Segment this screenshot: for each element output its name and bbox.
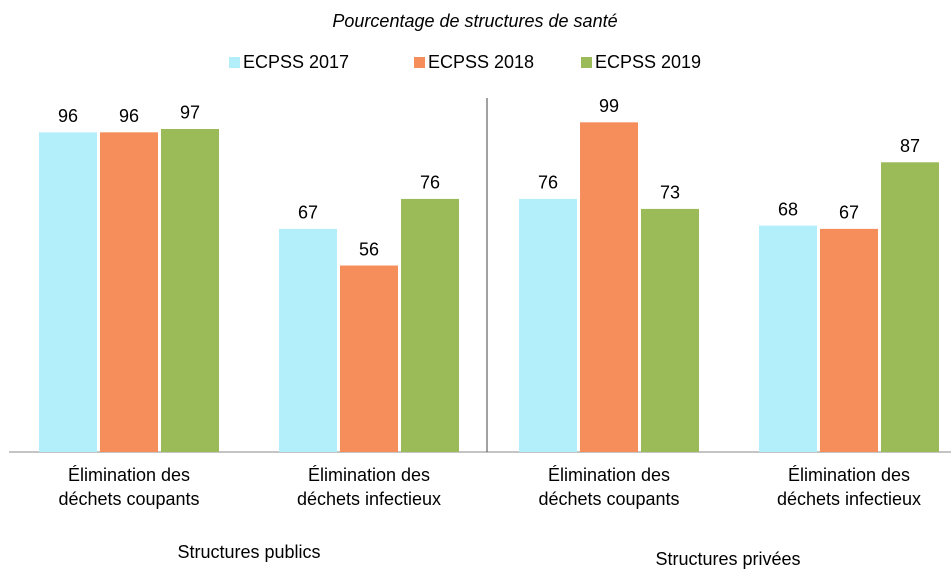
- value-label: 97: [180, 103, 200, 123]
- bar: [820, 228, 878, 452]
- bar: [881, 162, 939, 453]
- x-tick-label: Élimination des déchets infectieux: [776, 465, 922, 509]
- value-label: 68: [778, 199, 798, 219]
- bar: [279, 228, 337, 452]
- value-label: 99: [599, 96, 619, 116]
- legend-swatch: [414, 57, 425, 68]
- legend-swatch: [229, 57, 240, 68]
- value-label: 67: [839, 203, 859, 223]
- bar: [161, 128, 219, 453]
- bar: [100, 132, 158, 452]
- value-label: 73: [660, 183, 680, 203]
- x-tick-label: Élimination des déchets coupants: [538, 465, 680, 509]
- legend-label: ECPSS 2018: [428, 52, 534, 72]
- value-label: 76: [420, 173, 440, 193]
- value-label: 96: [119, 106, 139, 126]
- legend-label: ECPSS 2019: [595, 52, 701, 72]
- value-label: 56: [359, 239, 379, 259]
- group-label: Structures privées: [655, 549, 801, 569]
- value-label: 67: [298, 203, 318, 223]
- group-label: Structures publics: [177, 542, 321, 562]
- bar: [641, 208, 699, 452]
- value-label: 76: [538, 173, 558, 193]
- value-label: 87: [900, 136, 920, 156]
- bar: [340, 265, 398, 452]
- bar: [519, 198, 577, 452]
- bar: [401, 198, 459, 452]
- chart-title: Pourcentage de structures de santé: [332, 11, 617, 31]
- x-tick-label: Élimination des déchets coupants: [58, 465, 200, 509]
- x-tick-label: Élimination des déchets infectieux: [296, 465, 442, 509]
- value-label: 96: [58, 106, 78, 126]
- bar: [759, 225, 817, 452]
- bar: [580, 122, 638, 452]
- bar: [39, 132, 97, 452]
- legend-swatch: [581, 57, 592, 68]
- legend-label: ECPSS 2017: [243, 52, 349, 72]
